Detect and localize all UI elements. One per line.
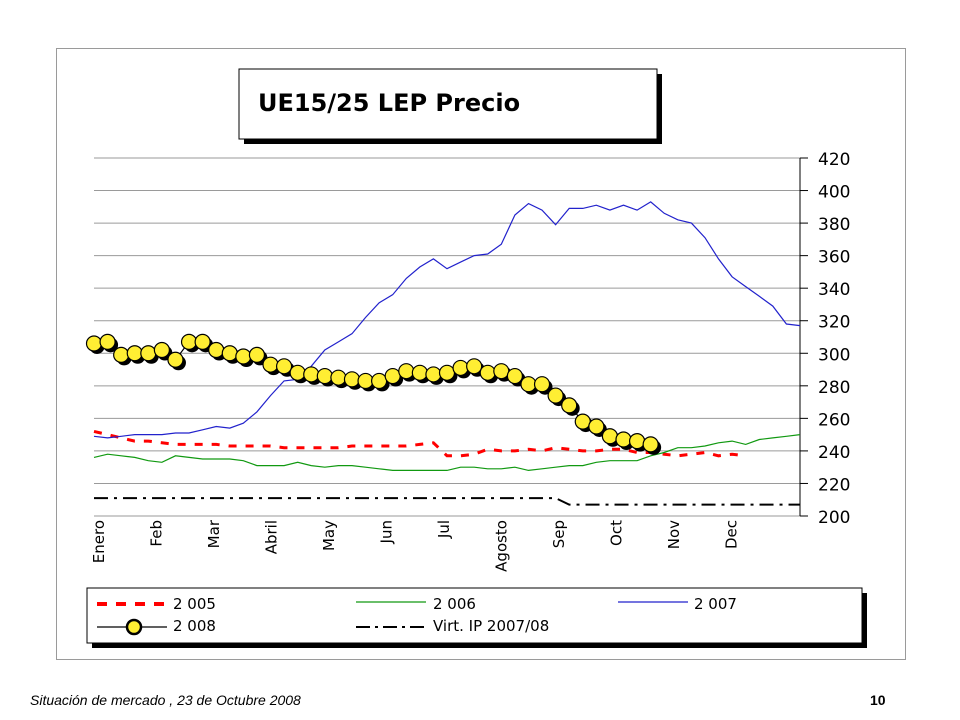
point-2008: [561, 397, 578, 414]
x-tick-label: Abril: [263, 520, 281, 554]
point-2008: [221, 345, 238, 362]
chart-title-box: UE15/25 LEP Precio: [238, 68, 662, 144]
y-tick-label: 220: [818, 475, 850, 495]
y-tick-label: 200: [818, 508, 850, 528]
y-axis: 200 220 240 260 280 300 320 340 360 380 400 420: [799, 150, 850, 528]
point-2008: [248, 346, 266, 363]
x-tick-label: Sep: [550, 520, 568, 548]
legend-marker-2008: [125, 618, 143, 636]
y-tick-label: 400: [818, 183, 850, 203]
point-2008: [479, 364, 496, 381]
point-2008: [533, 376, 551, 393]
y-tick-label: 340: [818, 280, 850, 300]
legend-label-virt: Virt. IP 2007/08: [433, 617, 549, 635]
point-2008: [628, 433, 646, 450]
footer-caption: Situación de mercado , 23 de Octubre 200…: [30, 692, 301, 708]
point-2008: [208, 341, 225, 359]
y-tick-label: 380: [818, 215, 850, 235]
point-2008: [167, 351, 184, 368]
point-2008: [601, 428, 619, 445]
legend-label-2007: 2 007: [694, 595, 737, 613]
y-tick-label: 260: [818, 410, 850, 430]
point-2008: [180, 333, 198, 350]
x-tick-label: Enero: [90, 520, 108, 563]
point-2008: [126, 345, 143, 362]
x-axis-month-labels: Enero Feb Mar Abril May Jun Jul Agosto Sep Oct Nov…: [90, 519, 741, 572]
y-tick-label: 360: [818, 248, 850, 268]
series-line-2006: [93, 434, 801, 472]
y-tick-label: 420: [818, 150, 850, 170]
point-2008: [85, 335, 103, 352]
point-2008: [506, 367, 523, 385]
point-2008: [520, 376, 537, 393]
point-2008: [574, 413, 591, 430]
point-2008: [452, 359, 469, 377]
y-tick-label: 320: [818, 313, 850, 333]
x-tick-label: Agosto: [493, 520, 511, 572]
point-2008: [99, 333, 116, 350]
y-tick-label: 280: [818, 378, 850, 398]
series-line-2007: [93, 201, 801, 439]
point-2008: [493, 363, 510, 380]
point-2008: [384, 367, 401, 385]
point-2008: [438, 364, 456, 381]
point-2008: [425, 366, 442, 383]
point-2008: [615, 431, 632, 448]
point-2008: [194, 333, 211, 350]
point-2008: [140, 345, 157, 362]
legend-label-2008: 2 008: [173, 617, 216, 635]
point-2008: [330, 369, 347, 386]
chart-frame: [56, 48, 906, 660]
x-tick-label: Feb: [148, 520, 166, 547]
point-2008: [466, 358, 483, 375]
x-tick-label: Nov: [665, 520, 683, 549]
legend: 2 005 2 006 2 007 2 008 Virt. IP 2007/08: [86, 587, 867, 648]
gridlines: [94, 157, 800, 517]
series-line-2005: [93, 429, 746, 458]
point-2008: [642, 436, 659, 453]
x-tick-label: Jun: [378, 520, 396, 544]
x-tick-label: Oct: [608, 520, 626, 546]
point-2008: [411, 364, 428, 381]
point-2008: [588, 418, 605, 435]
point-2008: [398, 363, 415, 380]
series-line-virt: [94, 497, 800, 506]
point-2008: [371, 372, 388, 390]
point-2008: [303, 366, 320, 383]
point-2008: [113, 346, 130, 363]
x-tick-label: Mar: [205, 519, 223, 548]
x-tick-label: Jul: [435, 520, 453, 539]
point-2008: [153, 341, 170, 359]
legend-label-2006: 2 006: [433, 595, 476, 613]
point-2008: [289, 364, 306, 381]
series-layer: [85, 201, 801, 506]
point-2008: [316, 367, 333, 385]
legend-label-2005: 2 005: [173, 595, 216, 613]
point-2008: [235, 348, 252, 365]
point-2008: [275, 358, 293, 375]
point-2008: [343, 371, 361, 388]
y-tick-label: 240: [818, 443, 850, 463]
point-2008: [357, 372, 374, 390]
x-tick-label: Dec: [723, 520, 741, 549]
point-2008: [262, 356, 279, 373]
chart-title: UE15/25 LEP Precio: [258, 89, 520, 117]
point-2008: [547, 387, 564, 404]
x-tick-label: May: [320, 520, 338, 551]
y-tick-label: 300: [818, 345, 850, 365]
page-number: 10: [870, 692, 886, 708]
